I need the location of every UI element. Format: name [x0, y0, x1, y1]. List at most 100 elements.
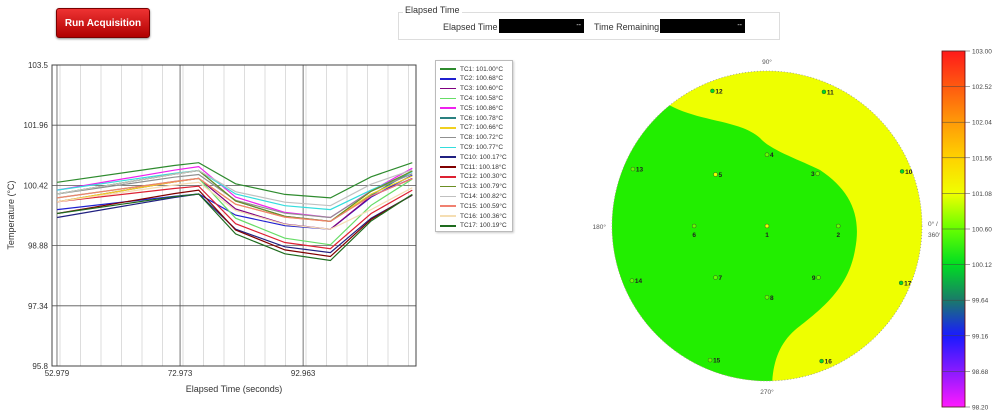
- sensor-9: 9: [812, 275, 821, 282]
- sensor-marker: [764, 152, 770, 157]
- colorbar-tick-label: 102.04: [972, 120, 992, 127]
- legend-item-tc11: TC11: 100.18°C: [440, 162, 506, 172]
- legend-item-tc5: TC5: 100.86°C: [440, 103, 503, 113]
- legend-swatch: [440, 87, 456, 90]
- y-tick-label: 97.34: [28, 302, 49, 311]
- run-acquisition-button[interactable]: Run Acquisition: [56, 8, 150, 38]
- legend-swatch: [440, 225, 456, 227]
- legend-swatch: [440, 68, 456, 70]
- elapsed-time-field: --: [499, 19, 584, 33]
- colorbar-tick-label: 100.60: [972, 227, 992, 234]
- legend-swatch: [440, 176, 456, 178]
- legend-label: TC14: 100.82°C: [460, 192, 507, 200]
- sensor-label: 10: [905, 169, 913, 176]
- sensor-label: 2: [836, 232, 840, 239]
- colorbar-tick-label: 103.00: [972, 49, 992, 56]
- sensor-marker: [899, 169, 905, 174]
- legend-label: TC6: 100.78°C: [460, 114, 504, 122]
- colorbar-tick-label: 99.16: [972, 333, 989, 340]
- legend-label: TC1: 101.00°C: [460, 65, 504, 73]
- sensor-marker: [629, 278, 635, 283]
- legend-item-tc6: TC6: 100.78°C: [440, 113, 503, 123]
- angle-label-180: 180°: [593, 223, 607, 231]
- colorbar-tick-label: 98.20: [972, 405, 989, 412]
- sensor-15: 15: [707, 357, 721, 365]
- elapsed-time-label: Elapsed Time: [443, 22, 498, 32]
- legend-item-tc12: TC12: 100.30°C: [440, 172, 507, 182]
- angle-label-270: 270°: [760, 388, 774, 396]
- sensor-marker: [713, 172, 718, 177]
- series-line-tc9: [57, 169, 413, 211]
- legend-item-tc13: TC13: 100.79°C: [440, 182, 507, 192]
- y-tick-label: 100.42: [24, 181, 49, 190]
- y-tick-label: 103.5: [28, 61, 49, 70]
- legend-label: TC4: 100.58°C: [460, 94, 504, 102]
- sensor-marker: [707, 357, 713, 363]
- group-title: Elapsed Time: [403, 5, 462, 15]
- sensor-label: 14: [635, 278, 643, 285]
- sensor-marker: [898, 280, 904, 286]
- colorbar-tick-label: 101.08: [972, 191, 992, 198]
- legend-item-tc8: TC8: 100.72°C: [440, 133, 503, 143]
- sensor-marker: [764, 223, 770, 229]
- series-line-tc11: [56, 189, 413, 258]
- time-remaining-field: --: [660, 19, 745, 33]
- series-line-tc14: [56, 169, 413, 207]
- sensor-16: 16: [819, 359, 833, 366]
- legend-swatch: [440, 215, 456, 217]
- sensor-marker: [816, 275, 821, 280]
- sensor-marker: [836, 223, 841, 229]
- plot-frame: [51, 64, 417, 367]
- sensor-17: 17: [898, 280, 912, 287]
- elapsed-time-group: Elapsed Time Elapsed Time -- Time Remain…: [398, 5, 780, 40]
- sensor-label: 8: [770, 295, 774, 302]
- sensor-6: 6: [691, 223, 697, 239]
- x-tick-label: 92.963: [291, 369, 316, 378]
- legend-swatch: [440, 127, 456, 129]
- legend-swatch: [440, 166, 456, 168]
- x-tick-label: 52.979: [45, 369, 70, 378]
- legend-swatch: [440, 107, 456, 109]
- legend-item-tc15: TC15: 100.59°C: [440, 201, 507, 211]
- sensor-7: 7: [713, 275, 722, 282]
- sensor-marker: [713, 275, 718, 280]
- sensor-label: 16: [825, 359, 833, 366]
- sensor-marker: [764, 295, 770, 300]
- x-axis-label: Elapsed Time (seconds): [186, 384, 283, 394]
- sensor-5: 5: [713, 172, 722, 179]
- legend-swatch: [440, 156, 456, 158]
- sensor-3: 3: [811, 171, 820, 178]
- chart-legend: TC1: 101.00°C TC2: 100.68°C TC3: 100.60°C T…: [435, 60, 513, 232]
- legend-label: TC9: 100.77°C: [460, 143, 504, 151]
- y-tick-label: 101.96: [24, 121, 49, 130]
- y-axis-label: Temperature (°C): [6, 180, 16, 249]
- legend-label: TC2: 100.68°C: [460, 75, 504, 83]
- sensor-marker: [815, 171, 820, 176]
- legend-swatch: [440, 78, 456, 80]
- series-line-tc17: [57, 193, 413, 262]
- legend-item-tc14: TC14: 100.82°C: [440, 191, 507, 201]
- angle-label-360: 360°: [928, 231, 940, 239]
- sensor-label: 17: [904, 280, 912, 287]
- sensor-10: 10: [899, 169, 913, 176]
- series-line-tc15: [57, 177, 413, 223]
- legend-label: TC11: 100.18°C: [460, 163, 507, 171]
- legend-swatch: [440, 205, 456, 207]
- colorbar: 103.00 102.52 102.04 101.56 101.08 100.60 100.…: [941, 49, 992, 412]
- legend-swatch: [440, 146, 456, 149]
- legend-item-tc7: TC7: 100.66°C: [440, 123, 503, 133]
- sensor-label: 4: [770, 152, 774, 159]
- legend-label: TC13: 100.79°C: [460, 183, 507, 191]
- sensor-marker: [710, 88, 715, 94]
- legend-item-tc9: TC9: 100.77°C: [440, 142, 503, 152]
- sensor-label: 11: [827, 89, 834, 96]
- series-line-tc1: [57, 162, 413, 199]
- series-line-tc16: [57, 181, 413, 230]
- legend-label: TC12: 100.30°C: [460, 173, 507, 181]
- legend-label: TC7: 100.66°C: [460, 124, 504, 132]
- sensor-label: 13: [636, 167, 644, 174]
- x-tick-label: 72.973: [168, 369, 193, 378]
- series-line-tc4: [57, 177, 413, 246]
- sensor-label: 9: [812, 275, 816, 282]
- series-line-tc12: [57, 185, 413, 250]
